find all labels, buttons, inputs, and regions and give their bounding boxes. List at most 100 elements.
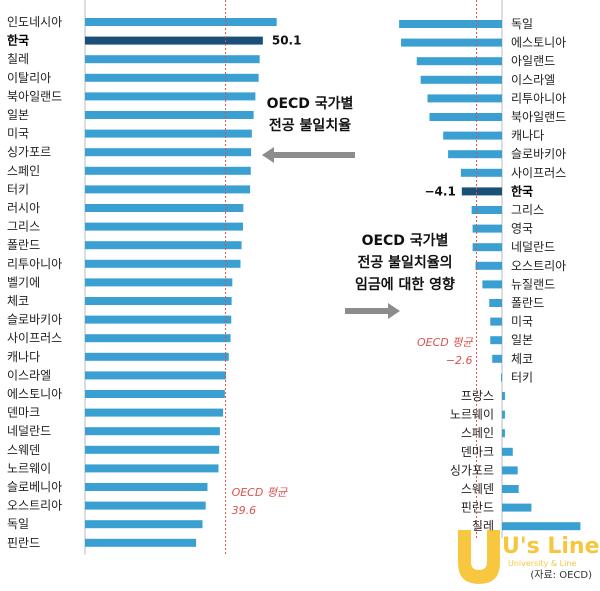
left-bar — [85, 222, 243, 231]
right-category-label: 노르웨이 — [450, 408, 494, 422]
left-bar — [85, 538, 197, 547]
right-bar — [472, 243, 502, 252]
left-bar — [85, 501, 206, 510]
left-category-label: 러시아 — [7, 201, 40, 215]
left-bar — [85, 445, 220, 454]
left-category-label: 이탈리아 — [7, 71, 51, 85]
left-bar — [85, 297, 232, 305]
annotation-2-line1: OECD 국가별 — [362, 232, 449, 249]
left-category-label: 칠레 — [7, 52, 29, 66]
left-category-label: 에스토니아 — [7, 387, 62, 401]
right-bar — [502, 522, 581, 531]
right-bar — [490, 317, 502, 326]
right-bar — [401, 38, 502, 47]
left-bar — [85, 315, 232, 324]
left-bar — [85, 259, 241, 268]
left-bar — [85, 464, 219, 473]
right-bar — [492, 354, 502, 363]
right-chart: 독일에스토니아아일랜드이스라엘리투아니아북아일랜드캐나다슬로바키아사이프러스한국… — [399, 0, 581, 539]
right-highlight-value: −4.1 — [425, 184, 456, 198]
left-bar — [85, 427, 220, 436]
left-bar — [85, 166, 251, 175]
right-bar — [471, 206, 502, 214]
left-bar — [85, 36, 263, 45]
right-bar — [502, 466, 518, 475]
left-category-label: 싱가포르 — [7, 145, 51, 159]
left-avg-value: 39.6 — [232, 504, 257, 517]
left-category-label: 네덜란드 — [7, 424, 51, 438]
right-category-label: 덴마크 — [461, 445, 494, 459]
right-bar — [490, 336, 502, 345]
left-category-label: 일본 — [7, 108, 29, 122]
left-bar — [85, 111, 254, 119]
left-category-label: 폴란드 — [7, 238, 40, 252]
right-category-label: 스페인 — [461, 426, 494, 440]
left-category-label: 벨기에 — [7, 275, 40, 289]
right-bar — [489, 299, 502, 307]
right-avg-label: OECD 평균 — [417, 336, 473, 349]
left-category-label: 스페인 — [7, 164, 40, 178]
left-category-label: 이스라엘 — [7, 368, 51, 382]
right-bar — [399, 20, 502, 28]
right-category-label: 아일랜드 — [511, 54, 555, 68]
left-bar — [85, 390, 225, 398]
right-category-label: 이스라엘 — [511, 73, 555, 87]
right-category-label: 영국 — [511, 222, 533, 236]
left-category-label: 오스트리아 — [7, 499, 62, 513]
left-bar — [85, 18, 277, 26]
right-category-label: 일본 — [511, 333, 533, 347]
right-category-label: 에스토니아 — [511, 36, 566, 50]
right-bar — [502, 429, 505, 438]
right-bar — [501, 373, 503, 382]
left-arrow-icon — [262, 147, 355, 163]
left-category-label: 슬로바키아 — [7, 313, 62, 327]
right-bar — [502, 410, 505, 419]
right-category-label: 네덜란드 — [511, 240, 555, 254]
right-category-label: 사이프러스 — [511, 166, 566, 180]
right-category-label: 프랑스 — [461, 389, 494, 403]
left-category-label: 노르웨이 — [7, 461, 51, 475]
watermark-logo: U's Line University & Line — [458, 530, 600, 584]
left-category-label: 사이프러스 — [7, 331, 62, 345]
watermark-subtext: University & Line — [508, 559, 576, 568]
annotation-1-line1: OECD 국가별 — [267, 95, 354, 112]
left-bar — [85, 148, 252, 157]
right-bar — [460, 168, 502, 177]
right-bar — [427, 94, 502, 103]
right-category-label: 한국 — [511, 183, 533, 198]
right-category-label: 체코 — [511, 352, 533, 366]
left-category-label: 체코 — [7, 294, 29, 308]
left-bar — [85, 334, 231, 343]
right-bar — [429, 113, 502, 121]
right-category-label: 오스트리아 — [511, 259, 566, 273]
left-bar — [85, 92, 256, 101]
right-category-label: 칠레 — [472, 519, 494, 533]
annotation-wage-impact: OECD 국가별 전공 불일치율의 임금에 대한 영향 — [345, 232, 455, 319]
right-category-label: 스웨덴 — [461, 482, 494, 496]
right-category-label: 싱가포르 — [450, 463, 494, 477]
left-bar — [85, 185, 251, 194]
left-bar — [85, 55, 260, 64]
left-category-label: 한국 — [7, 33, 29, 48]
watermark-u-icon — [458, 530, 500, 584]
right-category-label: 핀란드 — [461, 501, 494, 515]
right-bar — [416, 57, 502, 66]
left-highlight-value: 50.1 — [272, 34, 302, 48]
left-category-label: 덴마크 — [7, 406, 40, 420]
source-note: (자료: OECD) — [530, 569, 592, 581]
right-category-label: 북아일랜드 — [511, 110, 566, 124]
right-category-label: 리투아니아 — [511, 91, 566, 105]
right-bar — [502, 392, 505, 400]
left-category-label: 인도네시아 — [7, 15, 62, 29]
right-arrow-icon — [345, 303, 400, 319]
annotation-1-line2: 전공 불일치율 — [269, 117, 351, 134]
right-category-label: 독일 — [511, 17, 533, 31]
left-bar — [85, 408, 224, 417]
annotation-2-line3: 임금에 대한 영향 — [355, 276, 455, 293]
left-bar — [85, 371, 226, 380]
right-bar — [420, 75, 502, 84]
right-category-label: 슬로바키아 — [511, 147, 566, 161]
right-bar — [472, 224, 502, 233]
